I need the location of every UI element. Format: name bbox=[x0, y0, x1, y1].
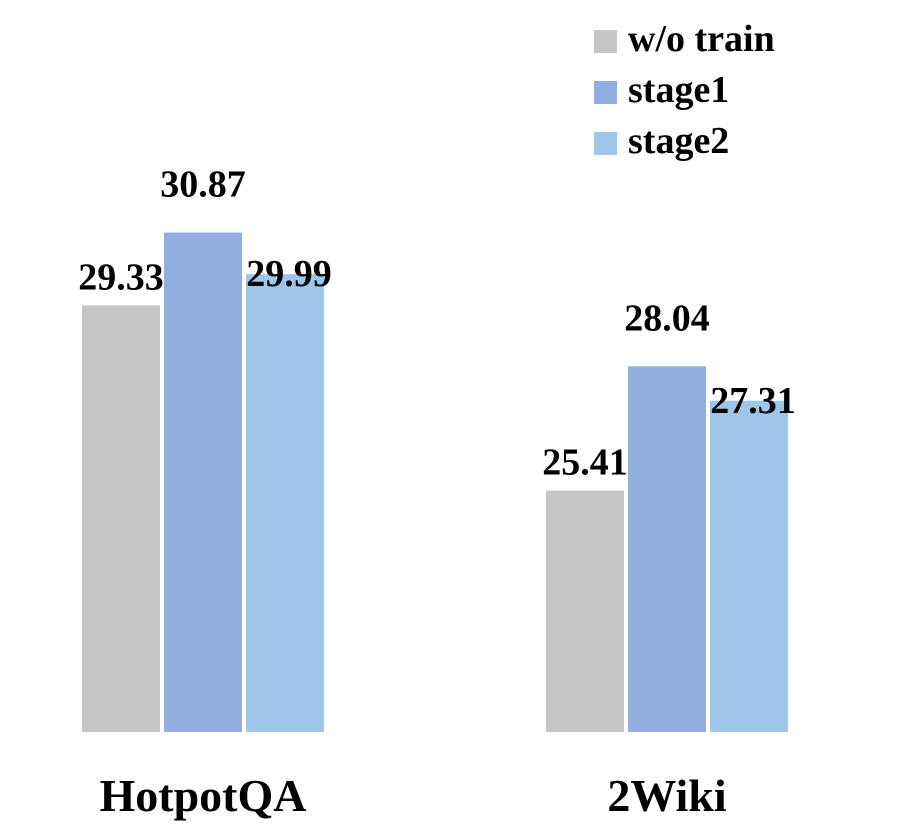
value-label: 27.31 bbox=[710, 380, 796, 422]
legend: w/o train stage1 stage2 bbox=[594, 18, 775, 162]
value-label: 28.04 bbox=[624, 297, 710, 339]
value-label: 30.87 bbox=[160, 164, 246, 206]
value-label: 29.33 bbox=[78, 256, 164, 298]
bar-hotpotqa-w-o-train bbox=[82, 305, 160, 732]
legend-swatch bbox=[594, 81, 617, 104]
category-labels-layer: HotpotQA 2Wiki bbox=[100, 770, 727, 821]
category-label: 2Wiki bbox=[607, 770, 727, 821]
bars-layer bbox=[82, 232, 788, 732]
category-label: HotpotQA bbox=[100, 770, 307, 821]
legend-label: stage1 bbox=[628, 69, 729, 111]
legend-label: w/o train bbox=[628, 18, 775, 60]
legend-swatch bbox=[594, 132, 617, 155]
legend-label: stage2 bbox=[628, 120, 729, 162]
bar-hotpotqa-stage2 bbox=[246, 274, 324, 732]
bar-hotpotqa-stage1 bbox=[164, 232, 242, 732]
value-label: 25.41 bbox=[542, 442, 628, 484]
value-label: 29.99 bbox=[246, 253, 332, 295]
bar-2wiki-stage2 bbox=[710, 400, 788, 732]
bar-2wiki-stage1 bbox=[628, 366, 706, 732]
bar-2wiki-w-o-train bbox=[546, 490, 624, 732]
legend-swatch bbox=[594, 30, 617, 53]
